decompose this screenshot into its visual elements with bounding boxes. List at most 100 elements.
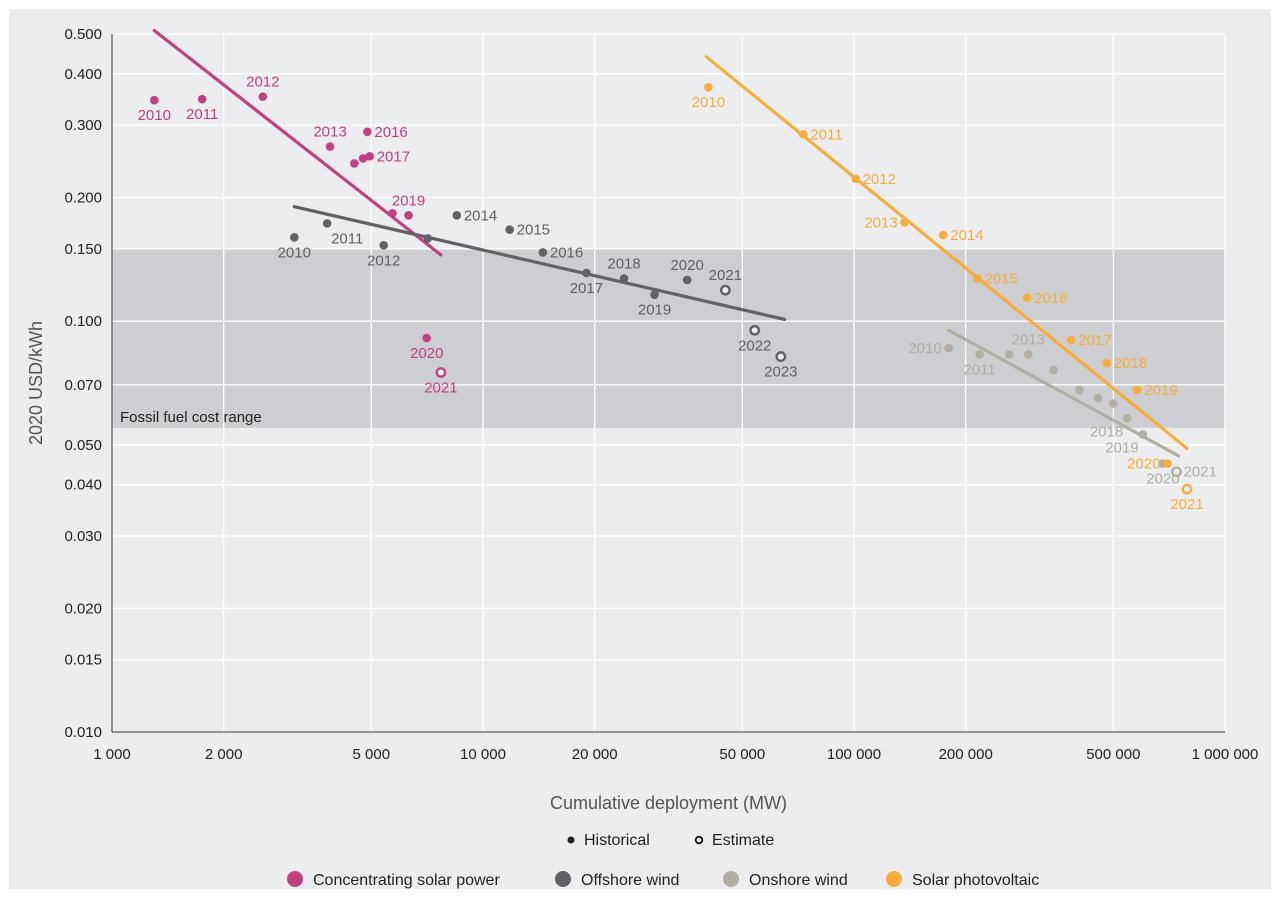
point-concentrating-solar-power (258, 92, 268, 101)
data-label-concentrating-solar-power: 2021 (424, 379, 457, 396)
legend-marker-label: Historical (584, 832, 650, 849)
fossil-fuel-band (112, 248, 1225, 428)
data-label-offshore-wind: 2015 (517, 222, 550, 239)
point-concentrating-solar-power (197, 94, 207, 104)
data-label-solar-photovoltaic: 2013 (864, 214, 897, 231)
point-concentrating-solar-power (350, 159, 359, 168)
point-estimate-onshore-wind (1171, 466, 1182, 478)
y-tick-label: 0.150 (64, 241, 102, 258)
legend-marker-estimate (694, 835, 704, 845)
point-offshore-wind (650, 290, 659, 299)
y-tick-label: 0.200 (64, 189, 102, 206)
data-label-offshore-wind: 2014 (464, 207, 497, 224)
legend-marker-historical (567, 836, 575, 844)
point-solar-photovoltaic (851, 174, 860, 184)
point-solar-photovoltaic (1022, 293, 1032, 303)
data-label-offshore-wind: 2012 (367, 252, 400, 269)
x-tick-label: 50 000 (719, 746, 765, 763)
data-label-offshore-wind: 2018 (607, 256, 640, 273)
x-axis-title: Cumulative deployment (MW) (550, 793, 787, 813)
data-label-onshore-wind: 2013 (1012, 331, 1045, 348)
point-onshore-wind (1075, 385, 1084, 395)
y-tick-label: 0.070 (64, 377, 102, 394)
point-offshore-wind (619, 274, 629, 283)
point-onshore-wind (944, 343, 954, 353)
data-label-onshore-wind: 2019 (1105, 439, 1138, 456)
point-offshore-wind (322, 219, 332, 228)
point-offshore-wind (505, 225, 514, 234)
point-solar-photovoltaic (1102, 358, 1112, 368)
legend-swatch-offshore-wind (555, 871, 571, 887)
data-label-solar-photovoltaic: 2021 (1170, 496, 1203, 513)
point-solar-photovoltaic (973, 274, 982, 283)
y-tick-label: 0.050 (64, 437, 102, 454)
point-offshore-wind (538, 248, 548, 257)
data-label-onshore-wind: 2011 (963, 361, 995, 378)
point-onshore-wind (1122, 414, 1132, 423)
data-label-solar-photovoltaic: 2011 (810, 126, 842, 143)
y-tick-label: 0.010 (64, 724, 102, 741)
point-concentrating-solar-power (388, 209, 397, 218)
point-solar-photovoltaic (1066, 335, 1076, 345)
data-label-onshore-wind: 2010 (908, 340, 941, 357)
point-offshore-wind (423, 234, 433, 243)
point-solar-photovoltaic (1163, 459, 1172, 468)
data-label-offshore-wind: 2021 (709, 267, 742, 284)
data-label-concentrating-solar-power: 2020 (410, 345, 443, 362)
data-label-concentrating-solar-power: 2019 (392, 192, 425, 209)
data-label-solar-photovoltaic: 2015 (984, 271, 1017, 288)
data-label-offshore-wind: 2022 (738, 337, 771, 354)
data-label-offshore-wind: 2020 (670, 257, 703, 274)
legend-label-solar-photovoltaic: Solar photovoltaic (912, 872, 1039, 889)
point-onshore-wind (1093, 393, 1103, 403)
point-estimate-offshore-wind (719, 284, 731, 296)
data-label-solar-photovoltaic: 2019 (1144, 382, 1177, 399)
y-axis-title: 2020 USD/kWh (26, 321, 46, 445)
point-onshore-wind (1138, 430, 1147, 439)
data-label-solar-photovoltaic: 2018 (1114, 355, 1147, 372)
point-offshore-wind (582, 268, 591, 278)
point-concentrating-solar-power (358, 154, 368, 163)
x-tick-label: 5 000 (353, 746, 391, 763)
data-label-offshore-wind: 2010 (278, 244, 311, 261)
point-solar-photovoltaic (798, 129, 808, 139)
chart-panel: Fossil fuel cost range 1 000 2 000 5 000 10 … (9, 9, 1271, 889)
point-solar-photovoltaic (900, 218, 910, 227)
point-estimate-offshore-wind (775, 351, 787, 362)
point-onshore-wind (975, 350, 984, 359)
point-concentrating-solar-power (149, 95, 159, 105)
data-label-offshore-wind: 2011 (331, 230, 363, 247)
point-offshore-wind (682, 275, 692, 285)
point-concentrating-solar-power (422, 333, 431, 343)
data-label-solar-photovoltaic: 2016 (1034, 290, 1067, 307)
y-tick-label: 0.020 (64, 600, 102, 617)
x-tick-label: 500 000 (1086, 746, 1140, 763)
legend-swatch-solar-photovoltaic (886, 871, 902, 887)
point-offshore-wind (379, 240, 389, 250)
trend-line-offshore-wind (292, 205, 787, 321)
data-label-solar-photovoltaic: 2014 (950, 227, 983, 244)
y-tick-label: 0.015 (64, 652, 102, 669)
x-tick-label: 2 000 (205, 746, 243, 763)
legend-label-offshore-wind: Offshore wind (581, 872, 679, 889)
point-onshore-wind (1109, 399, 1118, 408)
legend-label-onshore-wind: Onshore wind (749, 872, 848, 889)
data-label-solar-photovoltaic: 2010 (692, 94, 725, 111)
data-label-onshore-wind: 2018 (1090, 423, 1123, 440)
point-estimate-offshore-wind (749, 324, 761, 336)
point-concentrating-solar-power (404, 210, 413, 220)
y-tick-label: 0.040 (64, 477, 102, 494)
data-label-concentrating-solar-power: 2016 (374, 124, 407, 141)
trend-line-concentrating-solar-power (152, 28, 443, 257)
point-solar-photovoltaic (938, 230, 948, 240)
data-label-solar-photovoltaic: 2017 (1078, 332, 1111, 349)
point-concentrating-solar-power (325, 142, 335, 151)
legend-marker-label: Estimate (712, 832, 774, 849)
y-tick-label: 0.030 (64, 528, 102, 545)
data-label-onshore-wind: 2020 (1146, 471, 1179, 488)
point-onshore-wind (1004, 350, 1014, 359)
data-label-concentrating-solar-power: 2011 (186, 106, 218, 123)
y-tick-label: 0.500 (64, 26, 102, 43)
x-tick-label: 10 000 (460, 746, 506, 763)
legend-label-concentrating-solar-power: Concentrating solar power (313, 872, 500, 889)
